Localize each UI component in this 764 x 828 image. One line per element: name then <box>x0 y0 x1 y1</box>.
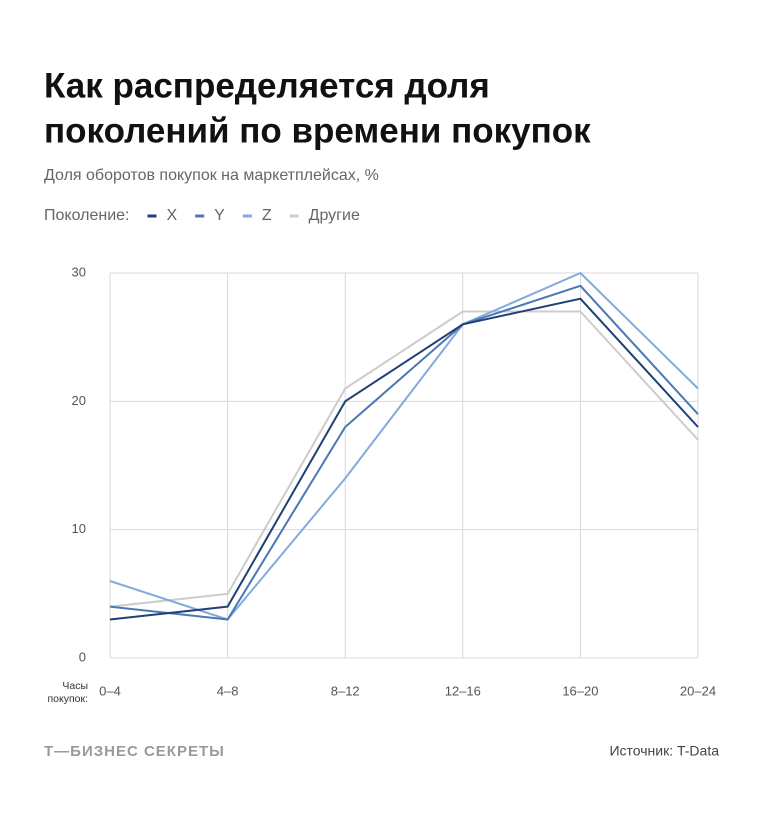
brand: Т—БИЗНЕС СЕКРЕТЫ <box>44 743 225 760</box>
legend-label: Y <box>214 207 225 224</box>
x-tick-label: 0–4 <box>99 683 121 698</box>
legend-label: X <box>166 207 177 224</box>
chart-title: Как распределяется доля <box>44 66 490 105</box>
legend-label: Другие <box>309 207 360 224</box>
x-tick-label: 4–8 <box>217 683 239 698</box>
chart-title: поколений по времени покупок <box>44 111 591 150</box>
series-line <box>109 297 699 621</box>
series-line <box>109 284 699 621</box>
legend-label: Z <box>262 207 272 224</box>
x-tick-label: 12–16 <box>445 683 481 698</box>
source: Источник: T-Data <box>609 743 719 759</box>
x-axis-title: Часы покупок: <box>47 680 88 705</box>
y-tick-label: 30 <box>72 264 86 279</box>
y-tick-label: 0 <box>79 649 86 664</box>
legend-title: Поколение: <box>44 207 129 224</box>
x-tick-label: 8–12 <box>331 683 360 698</box>
x-tick-label: 20–24 <box>680 683 716 698</box>
chart-subtitle: Доля оборотов покупок на маркетплейсах, … <box>44 167 379 184</box>
series-line <box>109 272 699 621</box>
x-tick-label: 16–20 <box>562 683 598 698</box>
series-line <box>109 310 699 608</box>
y-tick-label: 20 <box>72 393 86 408</box>
y-tick-label: 10 <box>72 521 86 536</box>
